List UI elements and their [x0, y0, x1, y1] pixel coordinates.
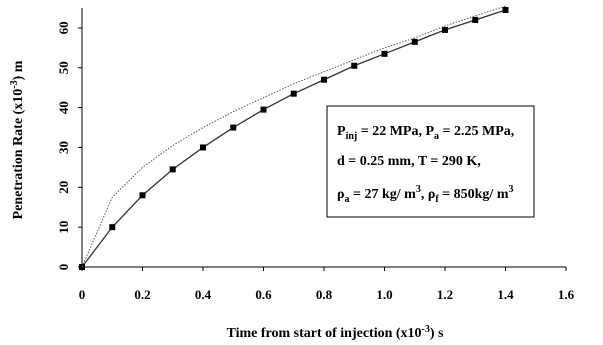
- data-point: [411, 38, 418, 45]
- data-point: [442, 26, 448, 33]
- data-point: [109, 224, 116, 231]
- y-tick-label: 0: [56, 264, 71, 271]
- annotation-line: ρa = 27 kg/ m3, ρf = 850kg/ m3: [337, 184, 514, 205]
- y-tick-label: 60: [56, 21, 71, 34]
- series-line: [81, 5, 506, 268]
- data-point: [290, 90, 297, 97]
- data-point: [169, 166, 176, 173]
- x-tick-label: 0: [79, 287, 86, 302]
- data-point: [472, 16, 479, 23]
- axes: 0 0.2 0.4 0.6 0.8 1.0 1.2 1.4 1.6 0 10 20 30 40 50 60: [56, 8, 575, 302]
- x-tick-label: 1.2: [437, 287, 453, 302]
- y-tick-label: 40: [56, 101, 71, 114]
- x-tick-label: 0.4: [195, 287, 212, 302]
- y-tick-label: 20: [56, 181, 71, 194]
- data-point: [200, 144, 206, 151]
- y-tick-label: 10: [56, 221, 71, 234]
- x-axis-title: Time from start of injection (x10-3) s: [226, 324, 444, 341]
- data-point: [321, 76, 327, 83]
- y-tick-label: 50: [56, 61, 71, 74]
- y-tick-label: 30: [56, 141, 71, 154]
- x-tick-label: 1.4: [497, 287, 514, 302]
- annotation-box: Pinj = 22 MPa, Pa = 2.25 MPa, d = 0.25 mm…: [326, 105, 535, 218]
- data-point: [381, 50, 388, 57]
- x-tick-label: 1.0: [376, 287, 392, 302]
- series-layer: [79, 5, 509, 270]
- annotation-line: Pinj = 22 MPa, Pa = 2.25 MPa,: [337, 124, 514, 142]
- x-tick-label: 0.2: [134, 287, 150, 302]
- data-point: [351, 62, 358, 69]
- annotation-frame: [326, 105, 535, 218]
- data-point: [230, 124, 237, 131]
- x-tick-label: 0.8: [316, 287, 333, 302]
- x-tick-label: 0.6: [255, 287, 272, 302]
- data-point: [260, 106, 267, 113]
- annotation-line: d = 0.25 mm, T = 290 K,: [337, 154, 481, 169]
- y-axis-title: Penetration Rate (x10-3) m: [9, 60, 26, 219]
- x-tick-label: 1.6: [558, 287, 575, 302]
- data-point: [502, 6, 509, 13]
- data-point: [139, 192, 146, 199]
